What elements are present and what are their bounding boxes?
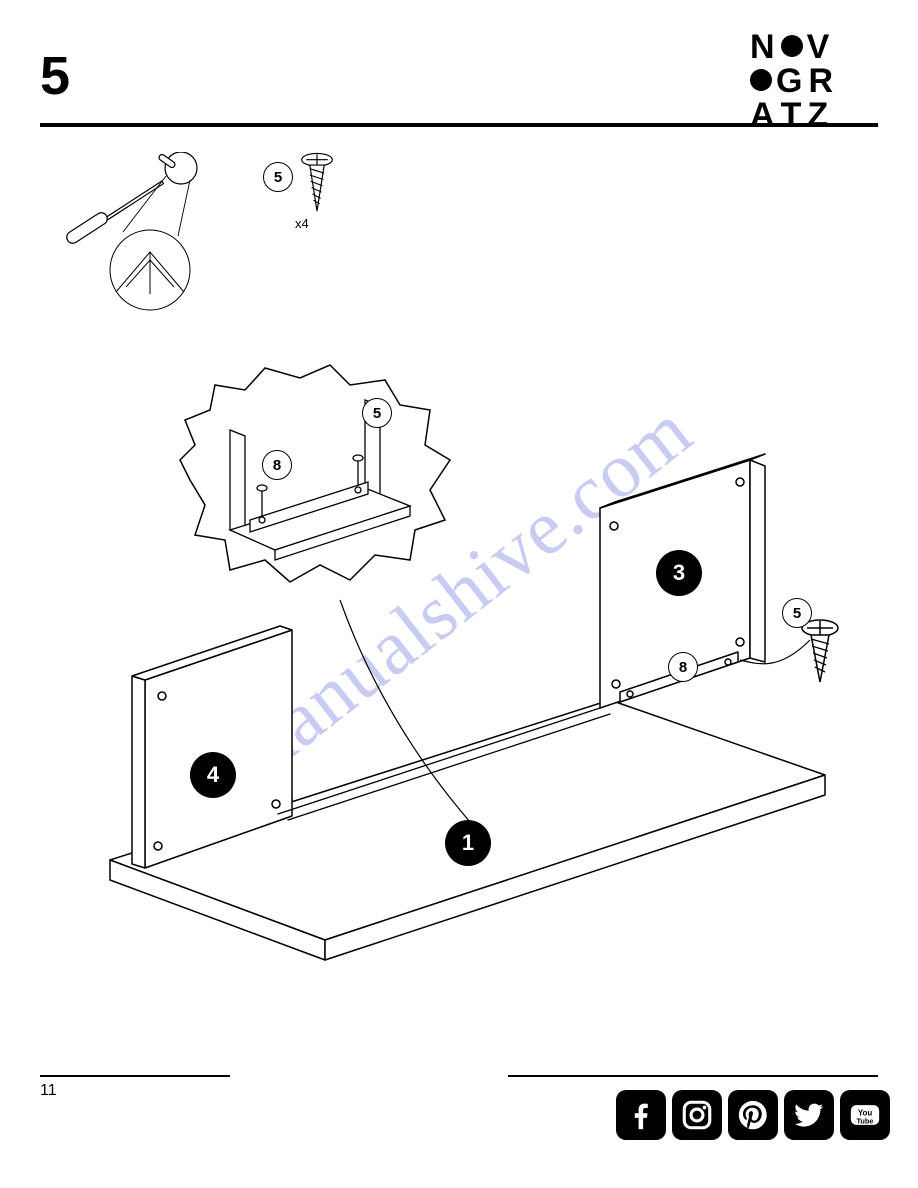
youtube-icon: YouTube bbox=[840, 1090, 890, 1140]
hardware-callout: 5 x4 bbox=[263, 152, 353, 232]
header-divider bbox=[40, 123, 878, 127]
hardware-id: 5 bbox=[274, 169, 282, 186]
hardware-count: x4 bbox=[295, 216, 309, 231]
footer-divider-left bbox=[40, 1075, 230, 1077]
hardware-id-circle: 5 bbox=[263, 162, 293, 192]
facebook-icon bbox=[616, 1090, 666, 1140]
assembly-diagram: 5 8 3 4 1 8 5 bbox=[40, 320, 878, 1040]
detail-bracket-label: 8 bbox=[262, 450, 292, 480]
bracket-8-label: 8 bbox=[668, 652, 698, 682]
tools-row: 5 x4 bbox=[58, 152, 358, 312]
step-number: 5 bbox=[40, 45, 70, 107]
twitter-icon bbox=[784, 1090, 834, 1140]
screwdriver-icon bbox=[58, 152, 208, 312]
social-icons: YouTube bbox=[616, 1090, 890, 1140]
panel-4-label: 4 bbox=[190, 752, 236, 798]
footer-divider-right bbox=[508, 1075, 878, 1077]
detail-hardware-label: 5 bbox=[362, 398, 392, 428]
panel-1-label: 1 bbox=[445, 820, 491, 866]
screw-icon bbox=[299, 152, 335, 216]
panel-3-label: 3 bbox=[656, 550, 702, 596]
page-container: 5 NV GR ATZ bbox=[0, 0, 918, 1188]
page-header: 5 NV GR ATZ bbox=[40, 30, 878, 130]
brand-logo: NV GR ATZ bbox=[750, 30, 878, 118]
screw-5-label: 5 bbox=[782, 598, 812, 628]
page-number: 11 bbox=[40, 1082, 57, 1100]
pinterest-icon bbox=[728, 1090, 778, 1140]
instagram-icon bbox=[672, 1090, 722, 1140]
inline-screw-icon bbox=[802, 620, 838, 682]
svg-text:Tube: Tube bbox=[856, 1117, 873, 1126]
